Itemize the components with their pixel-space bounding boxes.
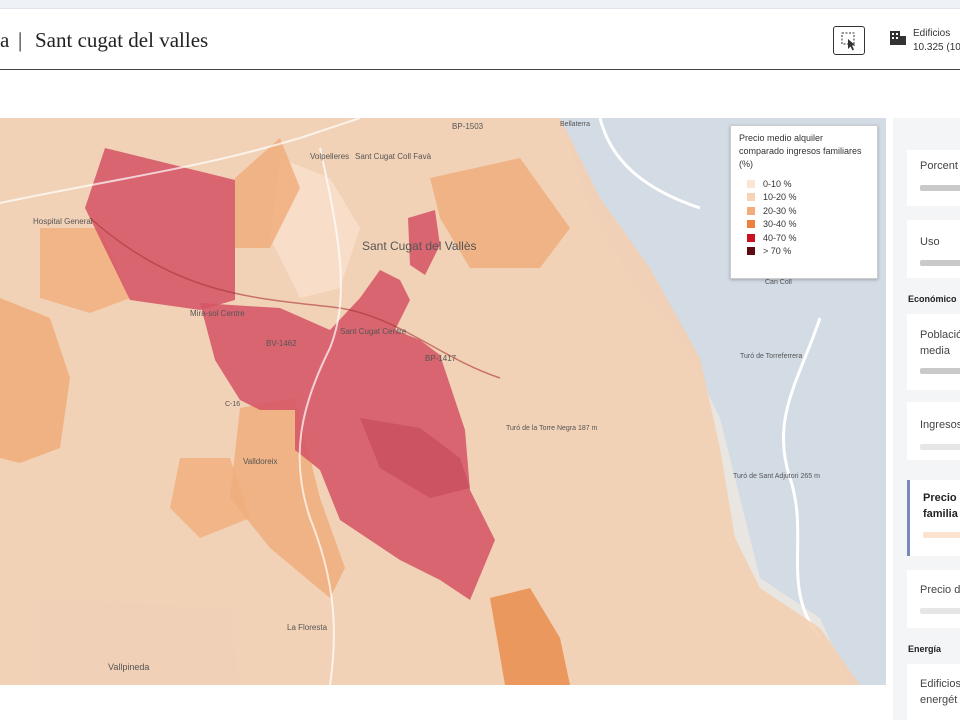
card-bar xyxy=(923,532,960,538)
map-labels: Sant Cugat del Vallès Volpelleres Sant C… xyxy=(33,121,820,672)
section-title: Económico xyxy=(908,294,957,304)
card-title: Precio d xyxy=(920,584,960,596)
card[interactable]: Uso xyxy=(907,220,960,278)
road xyxy=(0,118,361,204)
map-label: Turó de Sant Adjutori 265 m xyxy=(733,473,820,480)
legend-item: 0-10 % xyxy=(739,177,869,191)
card-title: Precio familia xyxy=(923,492,958,520)
card-title: Ingresos xyxy=(920,419,960,431)
legend-swatch xyxy=(747,206,755,215)
page-title: Sant cugat del valles xyxy=(35,28,209,52)
legend-label: 40-70 % xyxy=(763,232,797,243)
card[interactable]: Precio d xyxy=(907,570,960,628)
card-title: Edificios energét xyxy=(920,678,960,706)
map-label: Turó de la Torre Negra 187 m xyxy=(506,425,598,432)
river xyxy=(598,118,701,210)
legend-swatch xyxy=(747,179,755,188)
legend-label: 30-40 % xyxy=(763,219,797,230)
map-label: Can Coll xyxy=(765,279,792,286)
stat-value: 10.325 (100 xyxy=(913,42,960,53)
map-label: Valldoreix xyxy=(243,457,278,466)
region-20-30 xyxy=(0,298,70,463)
card[interactable]: Edificios energét xyxy=(907,664,960,724)
map-label: Volpelleres xyxy=(310,152,349,161)
header: a | Sant cugat del valles Edificios 10.3… xyxy=(0,9,960,70)
legend-swatch xyxy=(747,247,755,256)
card-title: Porcent xyxy=(920,160,958,172)
legend-label: 0-10 % xyxy=(763,178,792,189)
legend-label: > 70 % xyxy=(763,246,792,257)
map-label: BV-1462 xyxy=(266,339,297,348)
select-button[interactable] xyxy=(833,26,865,55)
region-20-30 xyxy=(235,138,300,248)
road xyxy=(89,217,501,379)
legend-swatch xyxy=(747,193,755,202)
card-bar xyxy=(920,444,960,450)
card-title: Uso xyxy=(920,236,940,248)
browser-strip xyxy=(0,0,960,9)
sidebar: Porcent Uso Económico Población media In… xyxy=(893,118,960,724)
building-icon xyxy=(890,31,906,45)
breadcrumb[interactable]: a xyxy=(0,28,10,52)
map-label: BP-1417 xyxy=(425,354,457,363)
map[interactable]: Sant Cugat del Vallès Volpelleres Sant C… xyxy=(0,118,886,685)
map-label: Sant Cugat del Vallès xyxy=(362,239,477,253)
separator: | xyxy=(18,28,23,52)
region-20-30 xyxy=(170,458,250,538)
map-label: Hospital General xyxy=(33,217,93,226)
region-40-70 xyxy=(200,270,495,600)
stat-label: Edificios xyxy=(913,28,951,39)
legend-swatch xyxy=(747,233,755,242)
legend-swatch xyxy=(747,220,755,229)
map-label: Sant Cugat Coll Favà xyxy=(355,152,432,161)
legend: Precio medio alquiler comparado ingresos… xyxy=(730,125,878,279)
card[interactable]: Porcent xyxy=(907,150,960,206)
legend-item: 10-20 % xyxy=(739,191,869,205)
legend-item: 30-40 % xyxy=(739,218,869,232)
map-label: Mira-sol Centre xyxy=(190,309,245,318)
map-label: Bellaterra xyxy=(560,121,590,128)
map-label: Turó de Torreferrera xyxy=(740,353,802,360)
legend-item: 20-30 % xyxy=(739,204,869,218)
legend-items: 0-10 % 10-20 % 20-30 % 30-40 % 40-70 % > 70 % xyxy=(739,177,869,258)
region-40-70 xyxy=(85,148,235,310)
map-label: Sant Cugat Centre xyxy=(340,327,407,336)
legend-item: > 70 % xyxy=(739,245,869,259)
card-title: Población media xyxy=(920,329,960,357)
map-label: C-16 xyxy=(225,401,240,408)
card-bar xyxy=(920,260,960,266)
card[interactable]: Población media xyxy=(907,314,960,390)
region-30-40 xyxy=(490,588,570,685)
legend-item: 40-70 % xyxy=(739,231,869,245)
card-selected[interactable]: Precio familia xyxy=(907,480,960,556)
legend-title: Precio medio alquiler comparado ingresos… xyxy=(739,133,862,169)
map-label: BP-1503 xyxy=(452,122,484,131)
legend-label: 10-20 % xyxy=(763,192,797,203)
section-title: Energía xyxy=(908,644,942,654)
card-bar xyxy=(920,185,960,191)
road xyxy=(298,147,342,685)
region-20-30 xyxy=(230,398,345,598)
card-bar xyxy=(920,368,960,374)
map-label: Vallpineda xyxy=(108,662,149,672)
region-20-30 xyxy=(430,158,570,268)
card[interactable]: Ingresos xyxy=(907,402,960,460)
select-icon xyxy=(841,32,856,51)
legend-label: 20-30 % xyxy=(763,205,797,216)
map-label: La Floresta xyxy=(287,623,328,632)
region-40-70 xyxy=(408,210,440,275)
region-shade xyxy=(360,418,470,498)
card-bar xyxy=(920,608,960,614)
river xyxy=(781,317,822,639)
